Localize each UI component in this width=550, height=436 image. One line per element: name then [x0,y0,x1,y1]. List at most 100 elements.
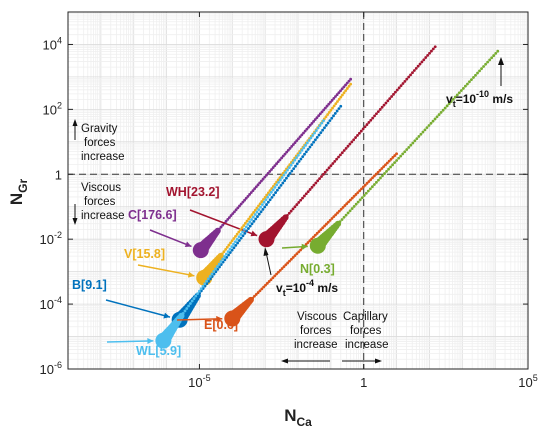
data-point [476,71,479,75]
data-point [252,219,256,223]
data-point [437,113,441,116]
data-point [286,174,290,178]
data-point [250,218,253,221]
data-point [320,121,324,125]
viscous-left-text-2: forces [84,196,116,208]
data-point [339,153,342,157]
data-point [286,168,289,172]
data-point [273,274,277,278]
data-point [392,92,395,96]
series-start-marker [258,231,275,248]
data-point [371,176,374,180]
data-point [297,159,301,163]
data-point [224,219,228,223]
data-point [371,116,375,120]
data-point [313,118,317,121]
data-point [251,215,255,219]
data-point [399,84,403,88]
data-point [280,176,284,179]
data-point [206,277,210,281]
data-series: C[176.6] WH[23.2] V[15.8] B[9.1] WL[5.9] E[0.… [72,45,500,358]
data-point [419,132,423,136]
x-axis-label: NCa [284,406,312,429]
data-point [478,69,481,73]
data-point [293,141,297,144]
data-point [235,237,239,241]
data-point [494,51,498,55]
data-point [307,125,310,129]
data-point [270,168,273,171]
data-point [401,82,405,85]
y-axis-label: NGr [7,179,30,206]
data-point [228,247,232,251]
grid-lines [67,11,529,370]
gravity-text-2: forces [84,137,116,149]
data-point [320,175,323,178]
data-point [286,148,290,152]
series-label-arrowhead [147,337,154,344]
data-point [244,196,248,200]
data-point [280,267,284,270]
data-point [321,128,325,132]
data-point [420,60,424,64]
data-point [278,178,282,182]
data-point [291,207,295,211]
data-point [280,156,284,160]
data-point [223,255,226,258]
data-point [266,171,270,175]
data-point [240,226,244,230]
data-point [272,193,276,197]
data-point [273,185,277,189]
x-tick-label: 1 [360,375,367,390]
data-point [275,188,279,192]
data-point [262,200,266,204]
data-point [271,276,275,280]
plot-frame [67,11,529,370]
data-point [356,133,359,137]
data-point [488,58,492,62]
series-label: WH[23.2] [166,185,219,199]
data-point [340,218,344,221]
data-point [285,176,288,180]
data-point [348,209,352,213]
series-3: B[9.1] [72,104,343,328]
data-point [407,145,411,149]
data-point [345,202,349,206]
data-point [282,265,286,269]
data-point [332,97,336,100]
data-point [319,131,323,135]
data-point [415,137,419,141]
data-point [441,108,445,112]
data-point [370,185,374,189]
gravity-annotation: Gravity forces increase [72,119,124,163]
data-point [431,119,435,123]
data-point [229,214,233,217]
data-point [350,140,354,144]
data-point [387,167,390,171]
data-point [418,62,422,66]
data-point [203,282,207,286]
data-point [269,190,273,194]
data-point [243,198,246,202]
data-point [289,257,293,261]
data-point [372,183,376,186]
data-point [343,204,347,207]
data-point [308,188,312,191]
data-point [278,176,282,180]
data-point [457,91,461,95]
data-point [225,245,229,249]
data-point [327,110,331,114]
data-point [255,206,259,210]
data-point [221,257,225,261]
data-point [322,108,326,112]
data-point [205,279,208,283]
data-point [284,263,288,267]
viscous-bottom-text-3: increase [294,339,337,351]
data-point [286,261,290,265]
data-point [425,126,429,130]
data-point [262,197,265,201]
series-label-arrowhead [250,230,258,237]
data-point [228,216,231,219]
data-point [344,213,348,217]
